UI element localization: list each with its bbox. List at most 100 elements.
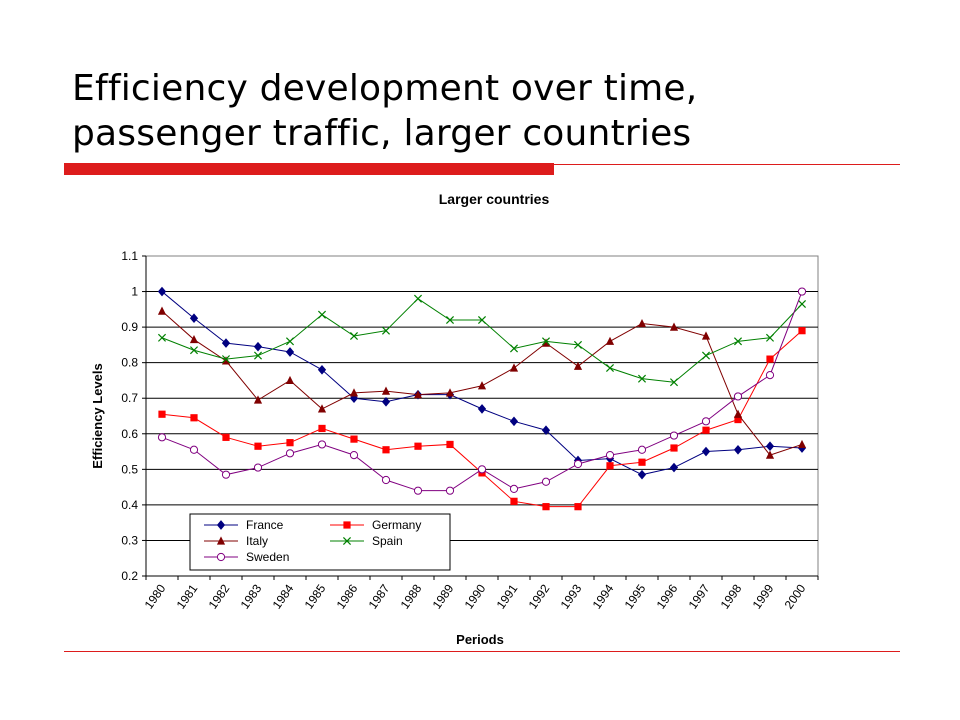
data-point-germany [510,497,518,505]
data-point-spain [573,340,583,349]
legend-item-germany: Germany [330,518,421,532]
data-point-spain [381,326,391,335]
legend-swatch-marker [342,536,352,546]
data-point-germany [446,440,454,449]
data-point-france [253,341,263,352]
data-point-italy [541,338,551,347]
slide-title: Efficiency development over time, passen… [72,66,912,156]
data-point-france [285,347,295,357]
x-tick-label: 1992 [526,581,553,611]
data-point-sweden [605,451,615,460]
data-point-spain [413,294,423,303]
data-point-sweden [541,477,551,486]
marker-stroke [797,299,807,309]
data-point-italy [701,331,711,340]
slide-title-line-1: Efficiency development over time, [72,68,698,109]
data-point-italy [509,363,519,372]
marker-stroke [541,337,551,346]
data-point-germany [798,327,806,335]
x-tick-label: 1985 [302,581,329,611]
legend-item-sweden: Sweden [204,550,289,564]
y-tick-label: 0.5 [121,462,138,476]
marker-stroke [381,326,391,335]
legend-box [189,513,451,571]
legend-label: France [246,518,284,532]
legend-swatch-marker [343,521,351,529]
data-point-germany [574,503,582,511]
data-point-spain [317,310,327,319]
legend-swatch-marker [216,536,226,545]
data-point-spain [605,363,615,373]
data-point-sweden [189,445,199,454]
slide-title-line-2: passenger traffic, larger countries [72,113,692,154]
x-tick-label: 1995 [622,581,649,611]
marker-stroke [157,333,167,342]
data-point-sweden [573,459,583,469]
x-tick-label: 1980 [142,581,169,611]
data-point-spain [765,333,775,342]
marker-stroke [509,344,519,353]
marker-stroke [317,310,327,319]
marker-stroke [342,536,352,546]
data-point-spain [445,315,455,325]
data-point-italy [285,375,295,385]
data-point-sweden [445,486,455,495]
legend-label: Spain [372,534,403,548]
data-point-italy [253,395,263,404]
x-tick-label: 1991 [494,581,521,611]
x-tick-label: 1981 [174,581,201,611]
data-point-france [541,425,551,436]
data-point-spain [669,378,679,387]
marker-stroke [669,378,679,387]
data-point-france [509,416,519,427]
marker-stroke [285,337,295,346]
data-point-germany [190,414,198,422]
data-point-sweden [157,433,167,442]
data-point-italy [669,322,679,331]
data-point-italy [637,318,647,328]
data-point-italy [349,388,359,397]
data-point-france [701,446,711,457]
data-point-sweden [221,470,231,479]
data-point-spain [701,351,711,360]
legend-item-italy: Italy [204,534,268,548]
data-point-spain [189,346,199,355]
y-tick-label: 0.8 [121,356,138,370]
marker-stroke [445,315,455,325]
legend-label: Germany [372,518,421,532]
data-point-italy [445,388,455,397]
x-tick-label: 1994 [590,581,617,611]
data-point-spain [733,337,743,346]
data-point-sweden [349,451,359,460]
data-point-italy [765,450,775,459]
data-point-sweden [733,392,743,401]
data-point-sweden [477,465,487,474]
marker-stroke [701,351,711,360]
data-point-sweden [253,463,263,472]
chart-title: Larger countries [439,191,550,207]
data-point-france [189,313,199,324]
data-point-france [157,286,167,297]
data-point-sweden [381,475,391,485]
data-point-sweden [637,445,647,454]
marker-stroke [349,331,359,341]
data-point-germany [638,458,646,466]
y-tick-label: 0.9 [121,320,138,334]
x-tick-label: 1990 [462,581,489,611]
legend-label: Sweden [246,550,289,564]
marker-stroke [413,294,423,303]
legend-swatch-marker [216,552,226,562]
marker-stroke [605,363,615,373]
data-point-spain [797,299,807,309]
data-point-italy [413,390,423,399]
data-point-sweden [765,371,775,380]
series-layer [157,286,807,511]
y-tick-label: 1.1 [121,249,138,263]
marker-stroke [573,340,583,349]
x-tick-label: 1993 [558,581,585,611]
data-point-germany [734,415,742,424]
data-point-france [317,364,327,375]
x-axis-label: Periods [456,632,504,647]
data-point-spain [285,337,295,346]
data-point-france [637,469,647,480]
